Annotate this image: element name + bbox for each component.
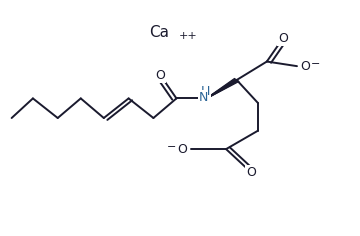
Text: N: N <box>198 91 208 104</box>
Text: O: O <box>300 60 310 73</box>
Text: O: O <box>156 69 166 82</box>
Text: Ca: Ca <box>149 25 169 40</box>
Text: O: O <box>246 166 256 179</box>
Text: ++: ++ <box>179 30 197 41</box>
Text: O: O <box>177 143 187 156</box>
Text: O: O <box>278 32 288 45</box>
Text: H: H <box>201 85 211 98</box>
Text: −: − <box>167 142 176 152</box>
Text: −: − <box>310 59 320 69</box>
